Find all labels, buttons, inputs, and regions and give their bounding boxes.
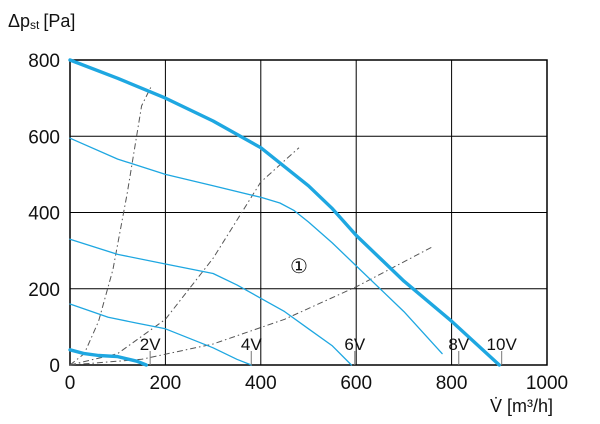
y-axis-title-main: Δp [8,11,30,31]
system-curves [69,86,433,366]
y-tick-800: 800 [28,51,60,72]
x-tick-800: 800 [436,373,468,394]
voltage-label-2V: 2V [140,335,161,354]
voltage-label-4V: 4V [241,335,262,354]
y-tick-600: 600 [28,127,60,148]
curve-id-label: ① [290,256,308,278]
x-tick-400: 400 [245,373,277,394]
y-tick-0: 0 [49,356,60,377]
x-tick-200: 200 [150,373,182,394]
voltage-label-6V: 6V [344,335,365,354]
system-curve-2 [69,147,300,366]
y-axis-title: Δpst [Pa] [8,11,75,32]
x-axis-title: V̇ [m³/h] [490,396,553,416]
y-tick-200: 200 [28,280,60,301]
voltage-label-10V: 10V [487,335,518,354]
x-tick-1000: 1000 [526,373,568,394]
x-tick-600: 600 [340,373,372,394]
y-axis-title-sub: st [30,18,40,32]
y-tick-400: 400 [28,204,60,225]
series-lines [68,58,501,367]
x-axis-title-main: V̇ [490,396,502,416]
x-tick-0: 0 [65,373,76,394]
fan-curve-2 [69,137,443,355]
y-axis-title-unit: [Pa] [43,11,75,31]
voltage-labels: 2V 4V 6V 8V 10V [140,335,518,365]
grid-lines [70,60,547,365]
fan-curve-4 [69,303,252,366]
voltage-label-8V: 8V [448,335,469,354]
fan-curve-5 [68,348,149,367]
y-tick-labels: 0 200 400 600 800 [28,51,60,377]
fan-curve-1 [68,58,501,367]
x-axis-title-unit: [m³/h] [507,396,553,416]
fan-curve-3 [69,238,353,366]
x-tick-labels: 0 200 400 600 800 1000 [65,373,568,394]
